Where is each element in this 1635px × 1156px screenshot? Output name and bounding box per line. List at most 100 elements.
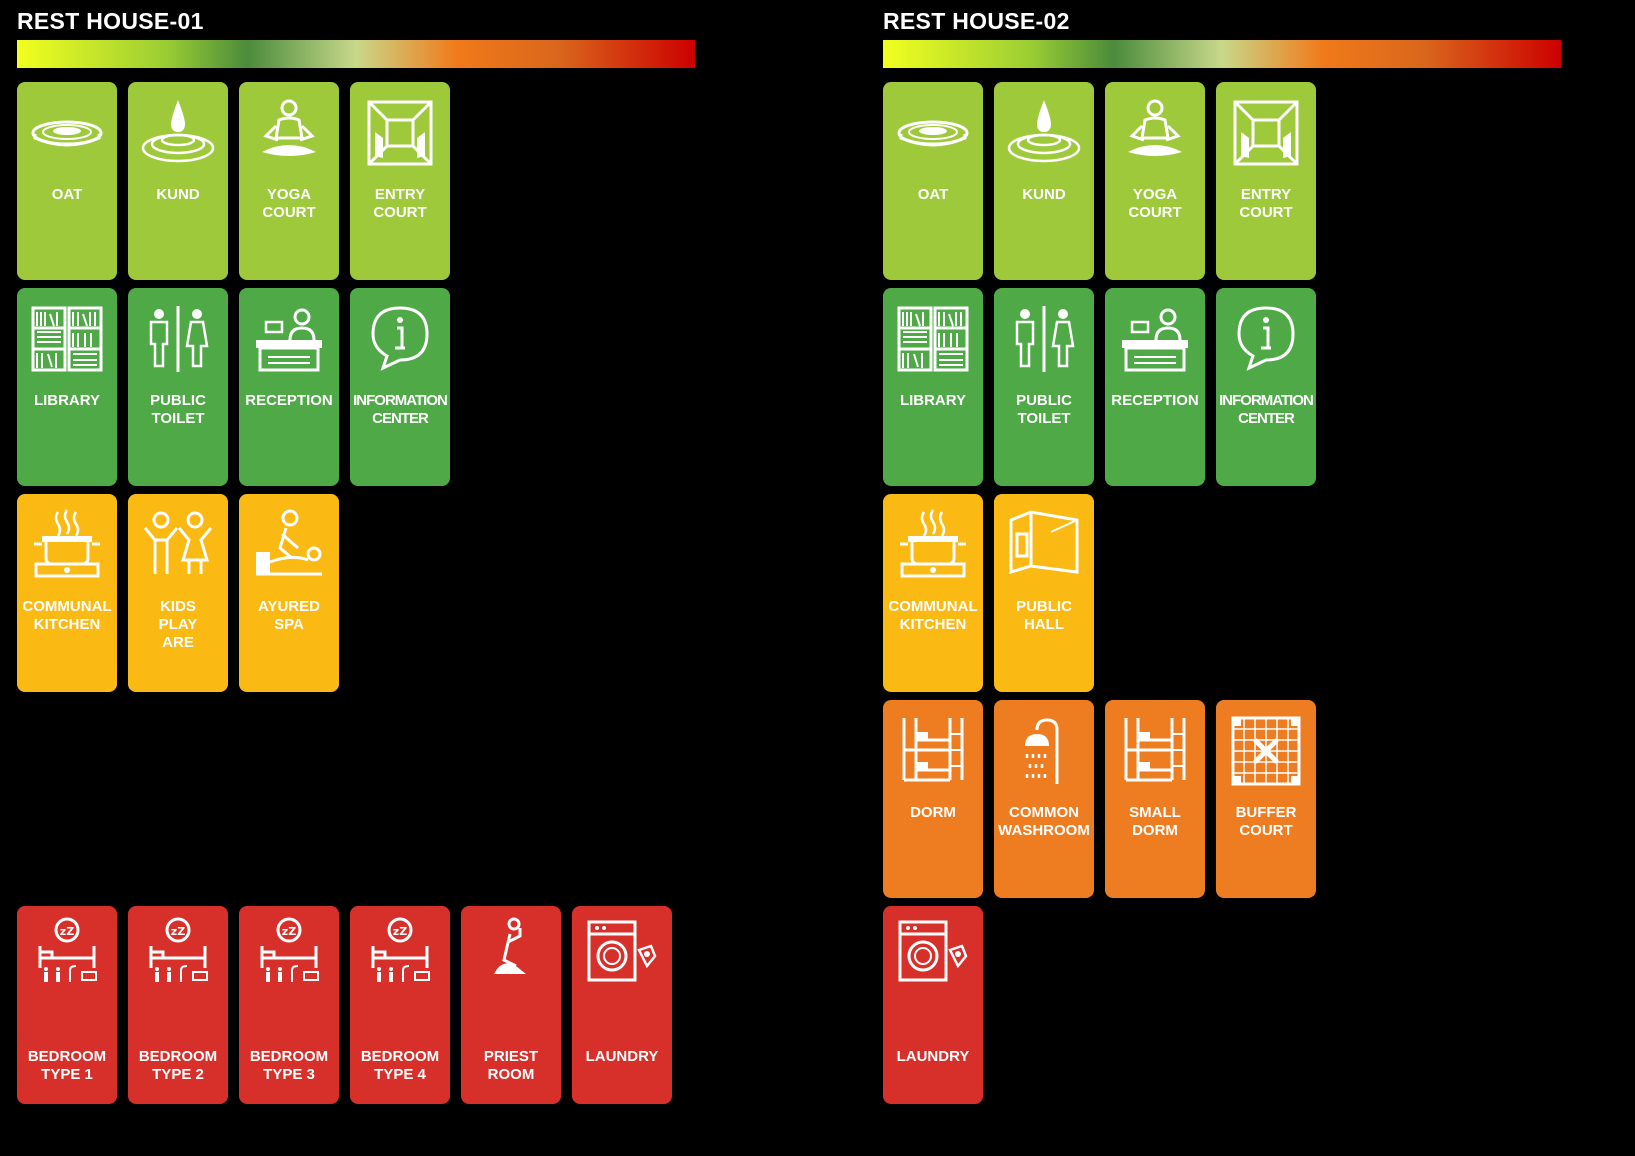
facility-card: LAUNDRY: [572, 906, 672, 1104]
facility-card: PUBLIC HALL: [994, 494, 1094, 692]
amphitheatre-icon: [30, 96, 104, 170]
facility-card: OAT: [883, 82, 983, 280]
toilet-icon: [1007, 302, 1081, 376]
bunk-bed-icon: [896, 714, 970, 788]
facility-label: PUBLIC TOILET: [1016, 392, 1072, 427]
facility-label: COMMUNAL KITCHEN: [22, 598, 112, 633]
facility-card: YOGA COURT: [1105, 82, 1205, 280]
shower-icon: [1007, 714, 1081, 788]
facility-card: KUND: [128, 82, 228, 280]
facility-card: KUND: [994, 82, 1094, 280]
facility-card: KIDS PLAY ARE: [128, 494, 228, 692]
facility-label: INFORMATION CENTER: [353, 392, 448, 427]
facility-card: LIBRARY: [17, 288, 117, 486]
facility-label: RECEPTION: [1111, 392, 1199, 409]
facility-label: PUBLIC HALL: [1016, 598, 1072, 633]
facility-card: PUBLIC TOILET: [128, 288, 228, 486]
bunk-bed-icon: [1118, 714, 1192, 788]
facility-label: LAUNDRY: [896, 1048, 970, 1065]
info-icon: [1229, 302, 1303, 376]
svg-text:zZ: zZ: [282, 925, 296, 938]
svg-text:zZ: zZ: [60, 925, 74, 938]
svg-text:zZ: zZ: [393, 925, 407, 938]
facility-label: ENTRY COURT: [373, 186, 427, 221]
facility-card: RECEPTION: [1105, 288, 1205, 486]
gradient-legend-bar: [883, 40, 1561, 68]
panel-title: REST HOUSE-01: [17, 8, 204, 34]
facility-card: DORM: [883, 700, 983, 898]
grid-court-icon: [1229, 714, 1303, 788]
water-drop-icon: [1007, 96, 1081, 170]
facility-card: ENTRY COURT: [1216, 82, 1316, 280]
facility-label: BEDROOM TYPE 1: [27, 1048, 107, 1083]
rest-house-01-panel: REST HOUSE-01 OAT KUND YOGA COURT ENTRY COU…: [17, 0, 717, 1156]
facility-label: PRIEST ROOM: [483, 1048, 539, 1083]
facility-card: LAUNDRY: [883, 906, 983, 1104]
facility-label: PUBLIC TOILET: [150, 392, 206, 427]
facility-card: zZ BEDROOM TYPE 4: [350, 906, 450, 1104]
prayer-icon: [474, 916, 548, 990]
facility-label: OAT: [51, 186, 83, 203]
massage-icon: [252, 508, 326, 582]
facility-card: ENTRY COURT: [350, 82, 450, 280]
facility-label: LAUNDRY: [585, 1048, 659, 1065]
facility-label: KIDS PLAY ARE: [158, 598, 198, 651]
facility-label: INFORMATION CENTER: [1219, 392, 1314, 427]
facility-label: COMMON WASHROOM: [998, 804, 1090, 839]
corridor-icon: [363, 96, 437, 170]
facility-label: YOGA COURT: [1128, 186, 1182, 221]
facility-card: LIBRARY: [883, 288, 983, 486]
facility-label: LIBRARY: [33, 392, 101, 409]
facility-card: SMALL DORM: [1105, 700, 1205, 898]
amphitheatre-icon: [896, 96, 970, 170]
water-drop-icon: [141, 96, 215, 170]
facility-label: BUFFER COURT: [1235, 804, 1297, 839]
corridor-icon: [1229, 96, 1303, 170]
facility-label: COMMUNAL KITCHEN: [888, 598, 978, 633]
bookshelf-icon: [30, 302, 104, 376]
facility-label: AYURED SPA: [258, 598, 320, 633]
reception-desk-icon: [1118, 302, 1192, 376]
hall-icon: [1007, 508, 1081, 582]
facility-card: COMMUNAL KITCHEN: [883, 494, 983, 692]
cooking-pot-icon: [896, 508, 970, 582]
meditation-icon: [1118, 96, 1192, 170]
facility-card: RECEPTION: [239, 288, 339, 486]
washing-machine-icon: [585, 916, 659, 990]
panel-title: REST HOUSE-02: [883, 8, 1070, 34]
facility-label: BEDROOM TYPE 2: [138, 1048, 218, 1083]
bedroom-icon: zZ: [30, 916, 104, 990]
facility-card: COMMUNAL KITCHEN: [17, 494, 117, 692]
facility-label: ENTRY COURT: [1239, 186, 1293, 221]
bookshelf-icon: [896, 302, 970, 376]
facility-label: RECEPTION: [245, 392, 333, 409]
rest-house-02-panel: REST HOUSE-02 OAT KUND YOGA COURT ENTRY COU…: [883, 0, 1583, 1156]
bedroom-icon: zZ: [141, 916, 215, 990]
toilet-icon: [141, 302, 215, 376]
gradient-legend-bar: [17, 40, 695, 68]
bedroom-icon: zZ: [363, 916, 437, 990]
svg-text:zZ: zZ: [171, 925, 185, 938]
facility-card: zZ BEDROOM TYPE 2: [128, 906, 228, 1104]
facility-label: KUND: [156, 186, 200, 203]
facility-label: YOGA COURT: [262, 186, 316, 221]
meditation-icon: [252, 96, 326, 170]
facility-card: INFORMATION CENTER: [1216, 288, 1316, 486]
facility-card: PUBLIC TOILET: [994, 288, 1094, 486]
reception-desk-icon: [252, 302, 326, 376]
facility-card: OAT: [17, 82, 117, 280]
info-icon: [363, 302, 437, 376]
facility-card: INFORMATION CENTER: [350, 288, 450, 486]
facility-card: YOGA COURT: [239, 82, 339, 280]
facility-label: OAT: [917, 186, 949, 203]
washing-machine-icon: [896, 916, 970, 990]
facility-card: COMMON WASHROOM: [994, 700, 1094, 898]
facility-label: BEDROOM TYPE 4: [360, 1048, 440, 1083]
facility-label: DORM: [910, 804, 956, 821]
facility-card: zZ BEDROOM TYPE 3: [239, 906, 339, 1104]
facility-card: BUFFER COURT: [1216, 700, 1316, 898]
facility-label: LIBRARY: [899, 392, 967, 409]
facility-label: KUND: [1022, 186, 1066, 203]
cooking-pot-icon: [30, 508, 104, 582]
kids-icon: [141, 508, 215, 582]
